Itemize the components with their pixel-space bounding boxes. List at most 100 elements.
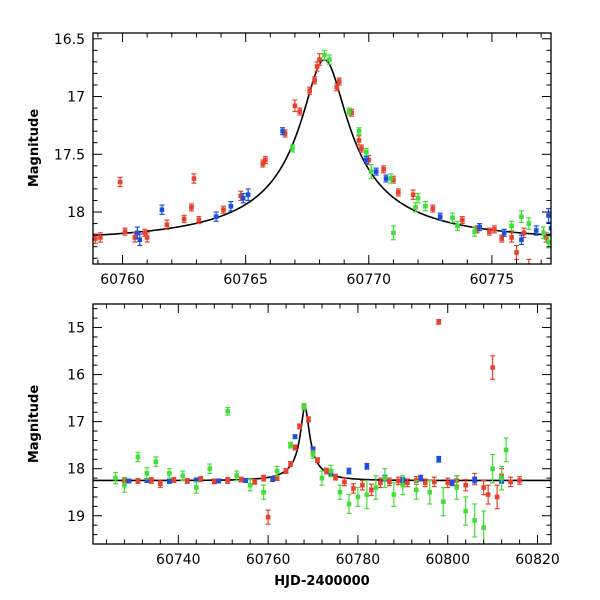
point-marker [485,492,491,497]
data-point [265,509,271,525]
y-tick-label: 17.5 [54,147,85,163]
x-tick-label: 60800 [425,552,470,568]
data-point [323,467,329,475]
point-marker [158,481,163,487]
data-point [391,482,397,507]
point-marker [274,468,280,474]
bottom-panel-lightcurve-full: 60740 60760 60780 60800 60820 15 16 17 18 19 Magn… [27,303,560,589]
data-point [288,441,294,449]
data-point [491,225,497,234]
data-point [234,470,240,482]
bottom-panel-marks [93,318,551,544]
point-marker [153,459,159,464]
data-point [312,76,318,85]
point-marker [373,485,379,490]
data-point [153,456,159,467]
point-marker [546,213,551,218]
data-point [541,226,547,240]
data-point [270,476,276,483]
point-marker [460,217,465,223]
point-marker [171,477,177,483]
data-point [415,192,421,204]
bottom-panel-frame [92,303,552,545]
data-point [485,484,491,505]
data-point [97,232,103,243]
data-point [454,220,460,232]
data-point [364,479,370,510]
point-marker [292,103,298,109]
data-point [274,465,280,477]
point-marker [492,227,497,232]
data-point [548,221,551,235]
data-point [422,478,428,488]
point-marker [297,109,303,114]
point-marker [288,461,293,467]
point-marker [413,205,418,210]
data-point [472,476,478,484]
point-marker [373,169,379,174]
point-marker [122,229,128,234]
data-point [247,478,253,492]
model-curve [93,404,551,482]
data-point [164,219,170,230]
y-tick-label: 16 [67,368,85,384]
data-point [274,475,280,482]
point-marker [472,229,477,234]
point-marker [327,57,332,62]
point-marker [122,482,127,488]
data-point [126,478,132,484]
data-point [221,205,227,214]
data-point [454,475,460,500]
point-marker [455,223,460,229]
point-marker [228,203,234,209]
point-marker [342,479,347,485]
data-point [196,216,202,225]
data-point [546,207,551,224]
data-point [410,189,416,200]
data-point [207,463,213,475]
data-point [526,258,532,264]
point-marker [463,482,468,488]
point-marker [490,365,495,370]
data-point [122,227,128,236]
data-point [261,474,267,482]
point-marker [351,486,356,491]
data-point [430,204,436,213]
data-point [297,107,303,116]
data-point [166,468,172,479]
data-point [148,477,154,484]
data-point [346,107,352,116]
y-tick-label: 19 [67,509,85,525]
point-marker [336,79,342,84]
data-point [363,155,369,165]
data-point [307,86,313,95]
point-marker [514,250,519,255]
data-point [297,423,303,430]
point-marker [450,215,455,221]
data-point [445,477,451,489]
point-marker [521,230,527,236]
point-marker [382,475,388,481]
point-marker [144,478,150,483]
point-marker [449,480,455,486]
data-point [395,188,401,197]
data-point [289,144,295,153]
data-point [228,201,234,212]
point-marker [98,235,103,240]
point-marker [391,230,396,236]
data-point [509,232,515,243]
point-marker [477,224,482,230]
x-tick-label: 60765 [223,272,268,288]
point-marker [431,479,437,485]
point-marker [211,479,217,484]
data-point [117,176,123,188]
point-marker [356,138,362,143]
data-point [501,228,507,237]
point-marker [282,131,288,136]
point-marker [454,485,460,490]
data-point [144,467,150,480]
point-marker [481,485,486,490]
point-marker [499,236,505,241]
point-marker [314,64,320,69]
data-point [157,479,163,489]
